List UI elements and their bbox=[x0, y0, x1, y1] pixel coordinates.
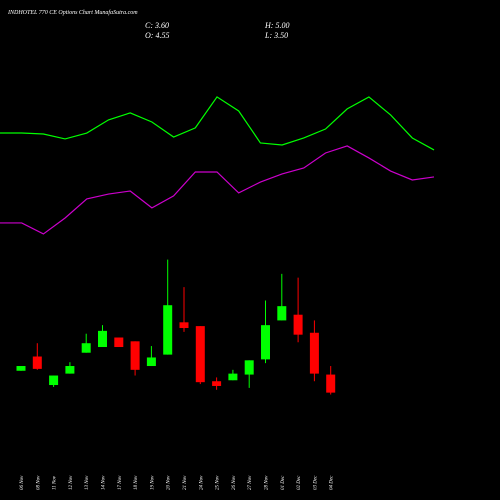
candle-body bbox=[212, 381, 222, 386]
candle-body bbox=[163, 305, 173, 355]
x-tick-label: 18 Nov bbox=[134, 475, 139, 490]
low-label: L: 3.50 bbox=[264, 31, 288, 40]
x-tick-label: 21 Nov bbox=[183, 475, 188, 490]
x-tick-label: 20 Nov bbox=[167, 475, 172, 490]
candle-body bbox=[244, 360, 254, 375]
candle-body bbox=[130, 341, 140, 370]
high-label: H: 5.00 bbox=[264, 21, 289, 30]
candle-body bbox=[326, 374, 336, 393]
x-tick-label: 11 Nov bbox=[53, 475, 58, 490]
indicator-line bbox=[0, 96, 435, 151]
x-tick-label: 26 Nov bbox=[232, 475, 237, 490]
x-tick-label: 03 Dec bbox=[313, 475, 318, 490]
candle-body bbox=[32, 356, 42, 369]
open-label: O: 4.55 bbox=[145, 31, 169, 40]
indicator-line bbox=[0, 145, 435, 235]
candle-body bbox=[146, 357, 156, 367]
candle-body bbox=[179, 322, 189, 329]
candle-body bbox=[277, 306, 287, 321]
candle-body bbox=[98, 330, 107, 348]
candle-body bbox=[228, 373, 238, 381]
x-tick-label: 13 Nov bbox=[85, 475, 90, 490]
x-tick-label: 27 Nov bbox=[248, 475, 253, 490]
candle-body bbox=[195, 326, 205, 383]
x-tick-label: 28 Nov bbox=[265, 475, 270, 490]
candle-body bbox=[114, 337, 124, 348]
candle-body bbox=[16, 366, 26, 371]
candle-body bbox=[309, 332, 319, 374]
x-tick-label: 06 Nov bbox=[20, 475, 25, 490]
x-tick-label: 17 Nov bbox=[118, 475, 123, 490]
close-label: C: 3.60 bbox=[145, 21, 169, 30]
x-tick-label: 01 Dec bbox=[281, 475, 286, 490]
candle-body bbox=[261, 325, 270, 360]
chart-title: INDHOTEL 770 CE Options Chart MunafaSutr… bbox=[7, 9, 138, 16]
x-tick-label: 02 Dec bbox=[297, 475, 302, 490]
x-tick-label: 14 Nov bbox=[102, 475, 107, 490]
x-tick-label: 25 Nov bbox=[216, 475, 221, 490]
x-tick-label: 08 Nov bbox=[36, 475, 41, 490]
x-tick-label: 24 Nov bbox=[199, 475, 204, 490]
x-tick-label: 12 Nov bbox=[69, 475, 74, 490]
candle-body bbox=[65, 366, 75, 374]
x-tick-label: 04 Dec bbox=[330, 475, 335, 490]
candle-body bbox=[49, 375, 59, 386]
candle-body bbox=[293, 314, 303, 335]
x-tick-label: 19 Nov bbox=[150, 475, 155, 490]
candle-body bbox=[81, 343, 91, 353]
